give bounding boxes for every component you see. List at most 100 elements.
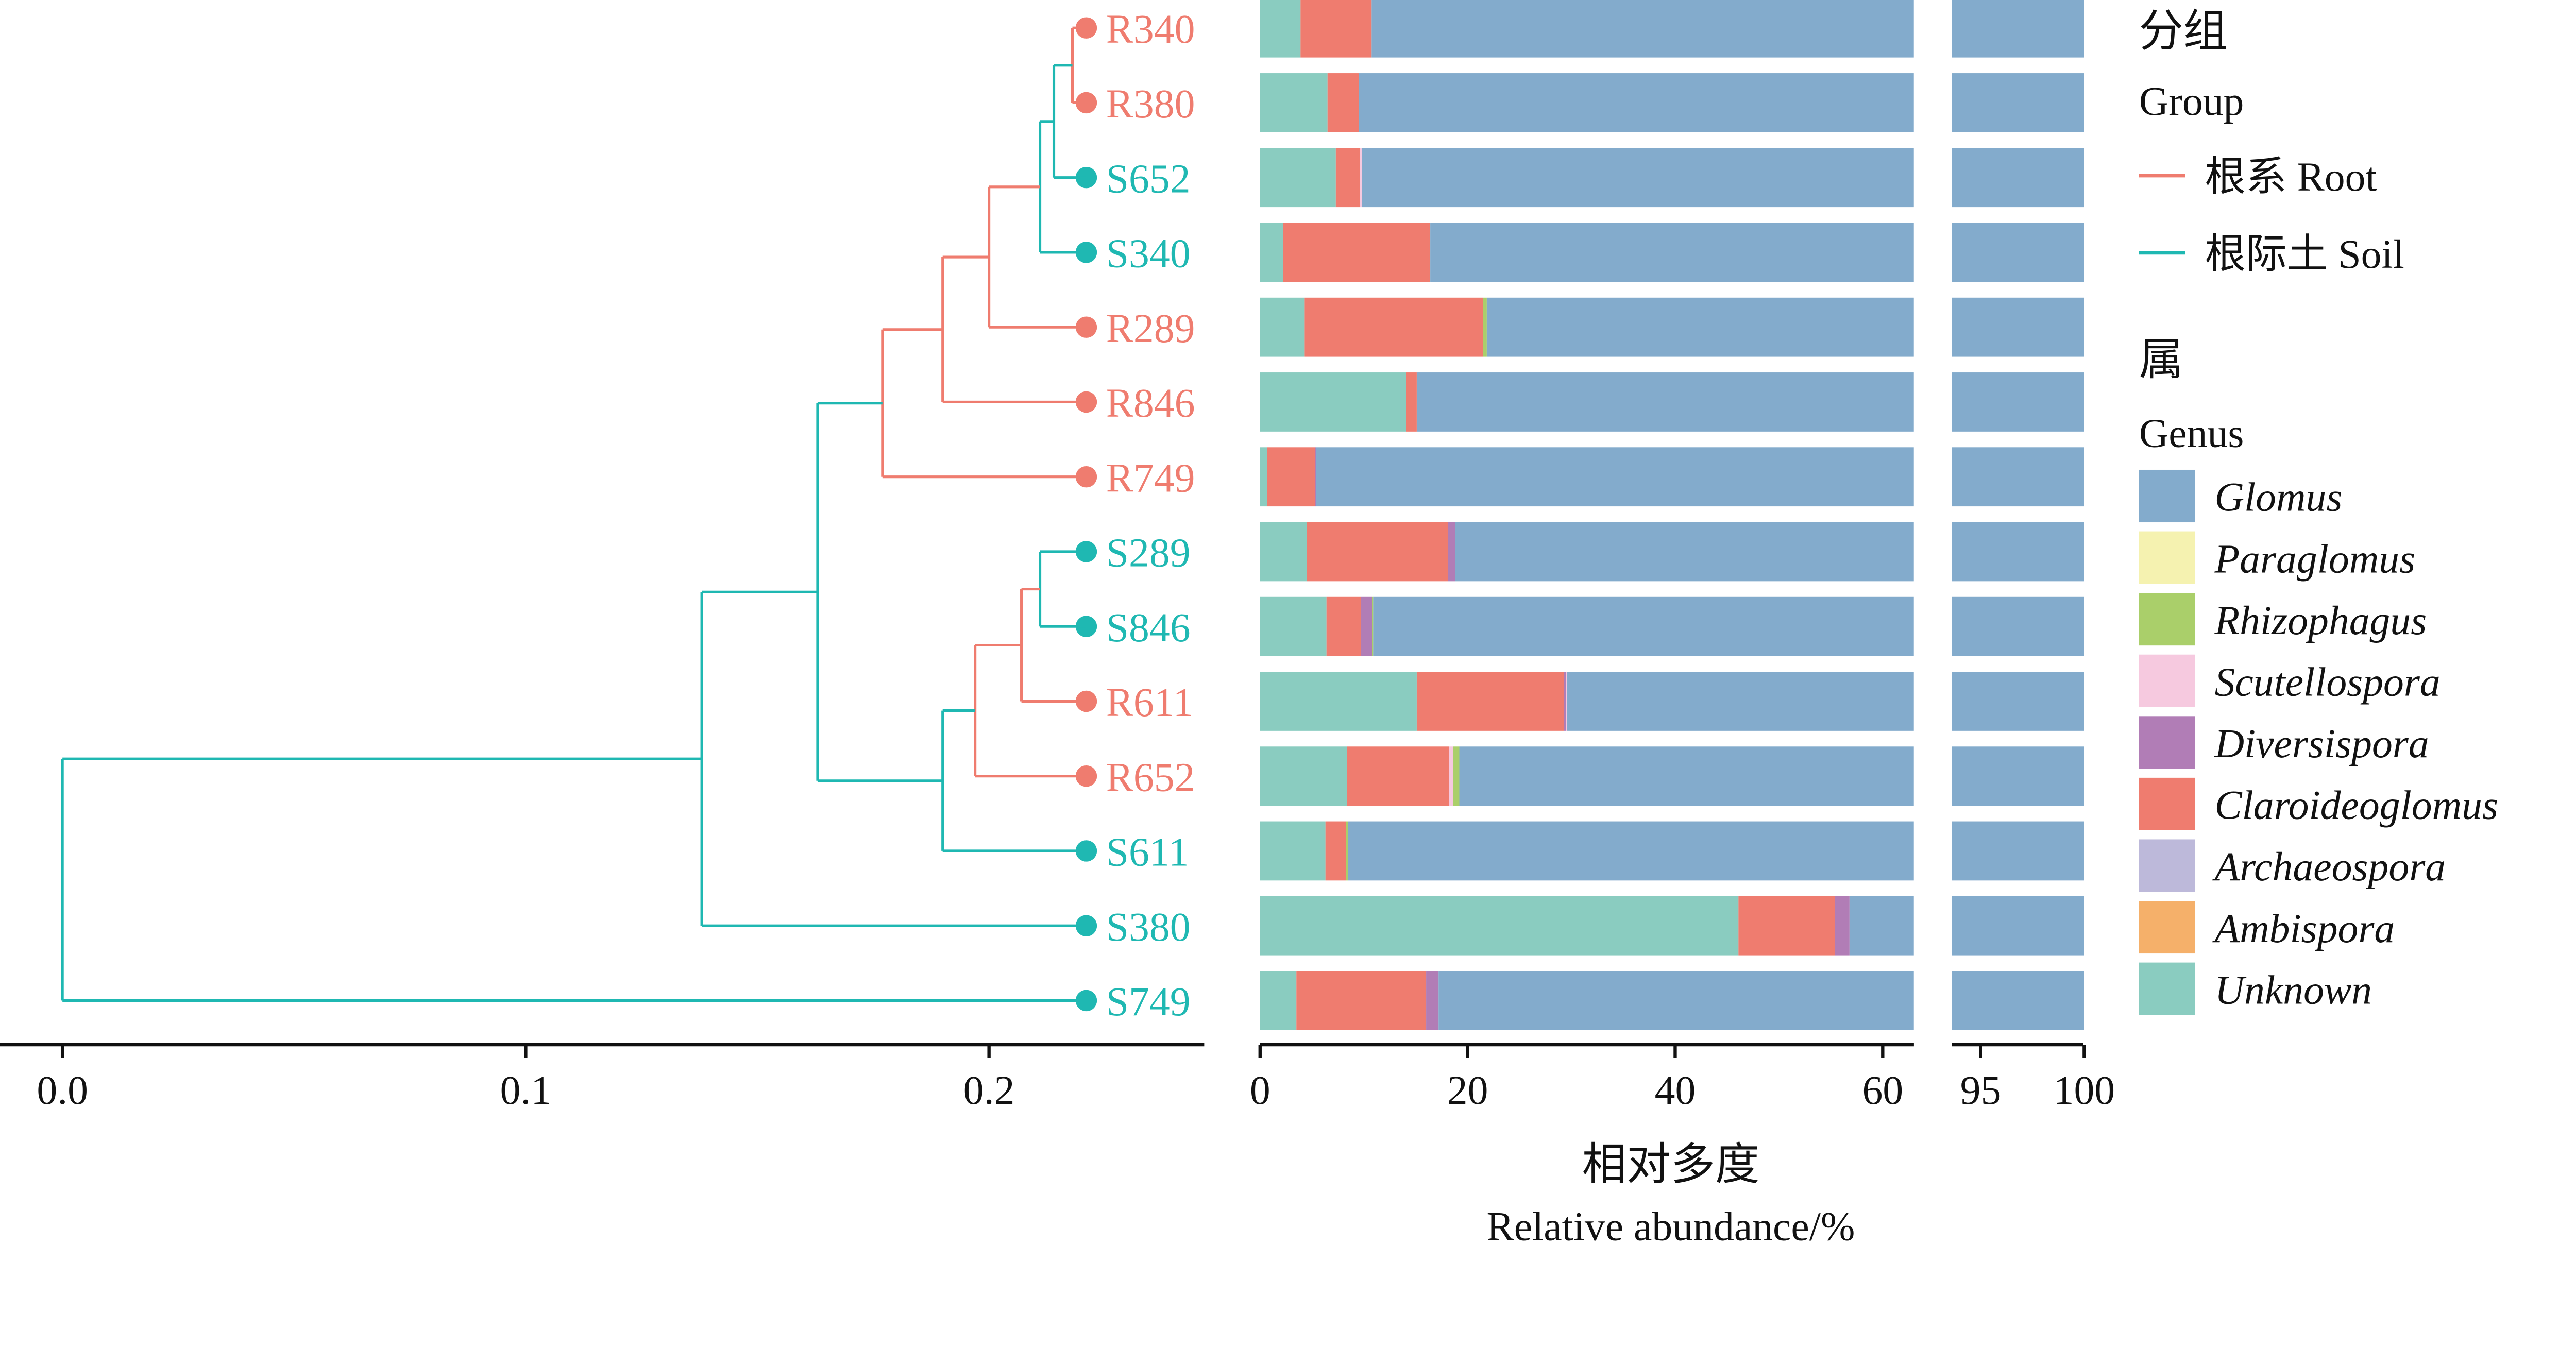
bar-segment-glomus <box>1348 821 1914 881</box>
bar-segment-claroideoglomus <box>1296 971 1427 1030</box>
bar-segment-unknown <box>1260 971 1297 1030</box>
legend-swatch-rhizophagus <box>2139 593 2195 646</box>
bar-segment-glomus-right <box>1952 821 2084 881</box>
dendrogram-bar-chart: R340 R380 S652 S340 R289 R846 R749 S289 S846 R611… <box>0 0 2498 1245</box>
bar-segment-glomus <box>1359 73 1914 132</box>
x-tick-label: 100 <box>2054 1068 2115 1113</box>
bar-segment-claroideoglomus <box>1304 297 1483 357</box>
bar-segment-glomus <box>1459 746 1914 806</box>
leaf-label-S289: S289 <box>1106 531 1191 576</box>
x-tick-label: 60 <box>1862 1068 1903 1113</box>
bar-row-R749 <box>1260 447 2084 507</box>
leaf-dot <box>1075 92 1097 114</box>
leaf-label-R340: R340 <box>1106 7 1195 52</box>
leaf-dot <box>1075 466 1097 488</box>
bar-segment-diversispora <box>1315 447 1316 507</box>
leaf-label-S749: S749 <box>1106 979 1191 1025</box>
bar-row-S380 <box>1260 896 2084 956</box>
bar-segment-unknown <box>1260 297 1305 357</box>
legend-group-title-cn: 分组 <box>2139 6 2228 56</box>
bar-segment-unknown <box>1260 522 1307 582</box>
leaf-label-R611: R611 <box>1106 680 1194 725</box>
dendrogram: R340 R380 S652 S340 R289 R846 R749 S289 S846 R611… <box>61 7 1195 1025</box>
bar-segment-rhizophagus <box>1453 746 1460 806</box>
leaf-dot <box>1075 915 1097 936</box>
leaf-label-R380: R380 <box>1106 81 1195 127</box>
x-tick-label: 0 <box>1250 1068 1270 1113</box>
bar-row-R289 <box>1260 297 2084 357</box>
bar-segment-diversispora <box>1564 672 1566 731</box>
leaf-dot <box>1075 840 1097 862</box>
bar-segment-claroideoglomus <box>1738 896 1835 956</box>
leaf-dot <box>1075 242 1097 263</box>
leaf-dot <box>1075 616 1097 637</box>
legend-genus-label: Paraglomus <box>2214 536 2415 582</box>
bar-segment-unknown <box>1260 672 1417 731</box>
bar-segment-unknown <box>1260 896 1739 956</box>
legend-genus-title: Genus <box>2139 411 2244 456</box>
bar-segment-claroideoglomus <box>1307 522 1448 582</box>
bar-row-S652 <box>1260 148 2084 208</box>
bar-segment-rhizophagus <box>1372 596 1374 656</box>
bar-segment-unknown <box>1260 596 1327 656</box>
stacked-bars <box>1260 0 2084 1030</box>
legend-genus-label: Scutellospora <box>2214 659 2440 705</box>
bar-row-R380 <box>1260 73 2084 132</box>
bar-segment-glomus-right <box>1952 522 2084 582</box>
legend-genus-label: Rhizophagus <box>2214 598 2427 643</box>
bar-segment-unknown <box>1260 746 1347 806</box>
legend-genus-label: Unknown <box>2214 967 2372 1013</box>
legend-genus-label: Claroideoglomus <box>2214 783 2498 828</box>
bar-segment-claroideoglomus <box>1267 447 1315 507</box>
leaf-dot <box>1075 316 1097 338</box>
bar-segment-glomus-right <box>1952 372 2084 432</box>
bar-segment-diversispora <box>1448 522 1455 582</box>
legend-genus-label: Archaeospora <box>2212 844 2446 890</box>
bar-segment-diversispora <box>1426 971 1439 1030</box>
leaf-dot <box>1075 17 1097 39</box>
tree-x-tick-label: 0.2 <box>963 1068 1015 1113</box>
leaf-label-R652: R652 <box>1106 755 1195 800</box>
bar-segment-scutellospora <box>1566 672 1567 731</box>
bar-segment-glomus <box>1362 148 1914 208</box>
x-axis-label-cn: 相对多度 <box>1582 1140 1759 1189</box>
bar-segment-claroideoglomus <box>1326 596 1361 656</box>
legend-genus-title-cn: 属 <box>2139 335 2183 384</box>
bar-row-S289 <box>1260 522 2084 582</box>
chart-container: R340 R380 S652 S340 R289 R846 R749 S289 S846 R611… <box>0 0 2498 1245</box>
bar-segment-rhizophagus <box>1346 821 1348 881</box>
legend-swatch-scutellospora <box>2139 654 2195 707</box>
bar-segment-glomus-right <box>1952 148 2084 208</box>
bar-segment-glomus-right <box>1952 896 2084 956</box>
legend-swatch-ambispora <box>2139 901 2195 954</box>
bar-row-S340 <box>1260 223 2084 282</box>
leaf-dot <box>1075 541 1097 562</box>
bar-segment-unknown <box>1260 447 1267 507</box>
leaf-label-R749: R749 <box>1106 455 1195 501</box>
leaf-dot <box>1075 765 1097 787</box>
bar-segment-glomus-right <box>1952 746 2084 806</box>
x-tick-label: 95 <box>1960 1068 2002 1113</box>
bar-segment-glomus <box>1316 447 1914 507</box>
leaf-dot <box>1075 690 1097 712</box>
bar-segment-glomus-right <box>1952 971 2084 1030</box>
bar-segment-unknown <box>1260 821 1326 881</box>
bar-segment-unknown <box>1260 73 1328 132</box>
bar-segment-glomus-right <box>1952 223 2084 282</box>
legend-genus-label: Glomus <box>2214 475 2342 520</box>
bar-segment-claroideoglomus <box>1347 746 1449 806</box>
legend-genus-label: Ambispora <box>2212 906 2395 951</box>
leaf-label-S652: S652 <box>1106 156 1191 201</box>
bar-segment-diversispora <box>1361 596 1372 656</box>
leaf-label-S846: S846 <box>1106 605 1191 651</box>
bar-segment-claroideoglomus <box>1327 73 1359 132</box>
bar-segment-claroideoglomus <box>1406 372 1417 432</box>
legend: 分组 Group 根系 Root 根际土 Soil 属 Genus Glomus P… <box>2139 6 2498 1015</box>
leaf-label-S611: S611 <box>1106 830 1189 875</box>
legend-genus-label: Diversispora <box>2214 721 2429 766</box>
legend-swatch-diversispora <box>2139 716 2195 769</box>
x-tick-label: 20 <box>1447 1068 1488 1113</box>
x-tick-label: 40 <box>1655 1068 1696 1113</box>
bar-segment-unknown <box>1260 223 1283 282</box>
bar-segment-glomus <box>1567 672 1914 731</box>
